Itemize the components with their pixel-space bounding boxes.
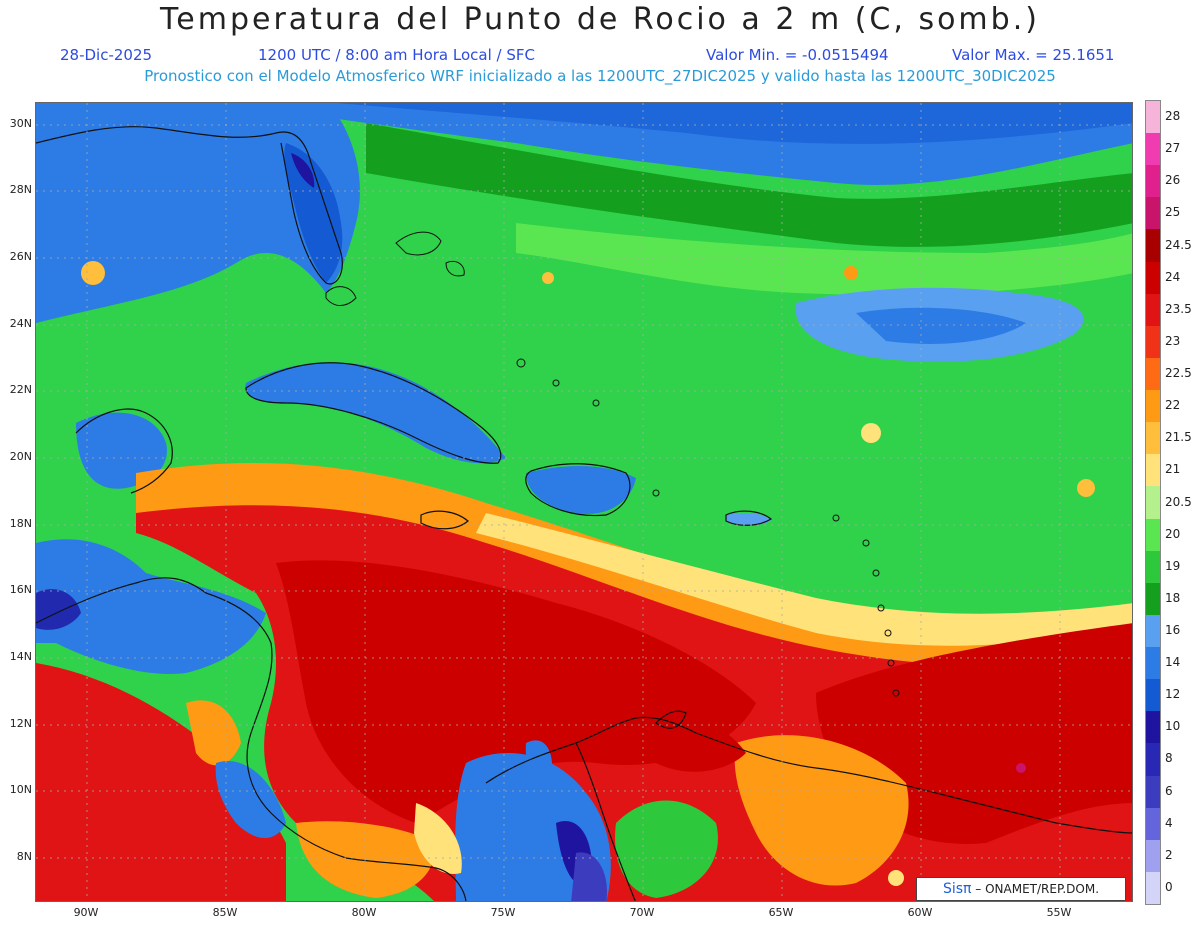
legend-swatch [1146, 807, 1160, 841]
credit-text: – ONAMET/REP.DOM. [975, 882, 1100, 896]
legend-swatch [1146, 357, 1160, 391]
legend-swatch [1146, 711, 1160, 744]
legend-swatch [1146, 871, 1160, 905]
lon-label: 60W [907, 906, 933, 919]
legend-swatch [1146, 454, 1160, 487]
lat-label: 8N [16, 850, 32, 863]
legend-label: 23 [1165, 333, 1181, 348]
min-value: Valor Min. = -0.0515494 [706, 46, 889, 64]
legend-swatch [1146, 133, 1160, 166]
legend-swatch [1146, 647, 1160, 680]
lon-label: 70W [629, 906, 655, 919]
lat-label: 14N [9, 650, 32, 663]
legend-label: 21.5 [1165, 430, 1192, 445]
legend-label: 24.5 [1165, 237, 1192, 252]
lat-label: 12N [9, 717, 32, 730]
legend-label: 4 [1165, 815, 1173, 830]
legend-swatch [1146, 293, 1160, 327]
legend-swatch [1146, 261, 1160, 295]
legend-swatch [1146, 101, 1160, 134]
lon-label: 55W [1046, 906, 1072, 919]
lat-label: 28N [9, 183, 32, 196]
legend-label: 25 [1165, 205, 1181, 220]
legend-swatch [1146, 582, 1160, 616]
legend-swatch [1146, 839, 1160, 873]
legend-swatch [1146, 518, 1160, 552]
legend-label: 21 [1165, 462, 1181, 477]
legend-label: 8 [1165, 751, 1173, 766]
legend-label: 27 [1165, 141, 1181, 156]
legend-swatch [1146, 390, 1160, 423]
legend-label: 0 [1165, 879, 1173, 894]
legend-swatch [1146, 550, 1160, 584]
color-legend [1145, 100, 1161, 905]
legend-swatch [1146, 165, 1160, 198]
map-title: Temperatura del Punto de Rocio a 2 m (C,… [160, 2, 1040, 37]
lat-label: 26N [9, 250, 32, 263]
legend-swatch [1146, 743, 1160, 776]
lat-label: 18N [9, 517, 32, 530]
legend-label: 20 [1165, 526, 1181, 541]
legend-label: 6 [1165, 783, 1173, 798]
legend-label: 18 [1165, 590, 1181, 605]
credit-box: Sisπ – ONAMET/REP.DOM. [916, 877, 1126, 901]
max-value: Valor Max. = 25.1651 [952, 46, 1115, 64]
sis-logo: Sisπ [942, 881, 972, 897]
legend-swatch [1146, 325, 1160, 359]
lon-label: 80W [351, 906, 377, 919]
map-fields [36, 103, 1132, 901]
dewpoint-map [35, 102, 1133, 902]
legend-label: 22.5 [1165, 366, 1192, 381]
legend-label: 23.5 [1165, 301, 1192, 316]
lon-label: 90W [73, 906, 99, 919]
legend-label: 19 [1165, 558, 1181, 573]
legend-swatch [1146, 486, 1160, 520]
lon-label: 75W [490, 906, 516, 919]
legend-swatch [1146, 775, 1160, 809]
legend-label: 26 [1165, 173, 1181, 188]
lat-label: 24N [9, 317, 32, 330]
lat-label: 10N [9, 783, 32, 796]
legend-label: 28 [1165, 109, 1181, 124]
lat-label: 22N [9, 383, 32, 396]
lon-label: 85W [212, 906, 238, 919]
legend-label: 2 [1165, 847, 1173, 862]
lon-label: 65W [768, 906, 794, 919]
legend-label: 14 [1165, 655, 1181, 670]
legend-label: 20.5 [1165, 494, 1192, 509]
forecast-date: 28-Dic-2025 [60, 46, 153, 64]
lat-label: 16N [9, 583, 32, 596]
legend-label: 12 [1165, 687, 1181, 702]
legend-label: 24 [1165, 269, 1181, 284]
legend-swatch [1146, 614, 1160, 648]
model-subtitle: Pronostico con el Modelo Atmosferico WRF… [144, 67, 1056, 85]
legend-swatch [1146, 229, 1160, 263]
legend-swatch [1146, 422, 1160, 455]
legend-swatch [1146, 679, 1160, 712]
legend-swatch [1146, 197, 1160, 230]
forecast-time: 1200 UTC / 8:00 am Hora Local / SFC [258, 46, 535, 64]
legend-label: 16 [1165, 622, 1181, 637]
lat-label: 30N [9, 117, 32, 130]
legend-label: 22 [1165, 398, 1181, 413]
lat-label: 20N [9, 450, 32, 463]
legend-label: 10 [1165, 719, 1181, 734]
